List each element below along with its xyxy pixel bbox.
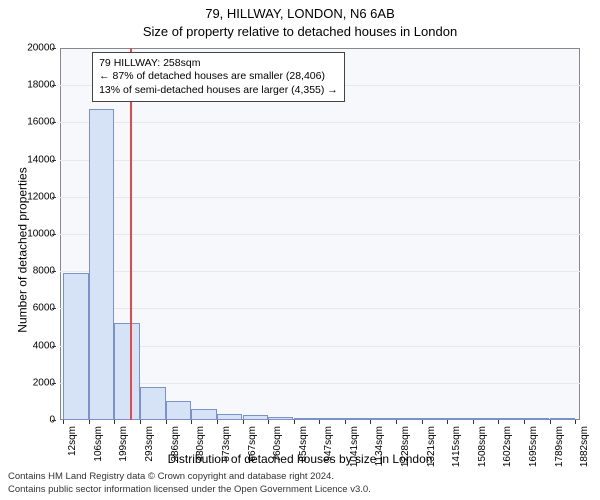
- histogram-bar: [89, 109, 114, 420]
- x-tick-mark: [114, 420, 115, 424]
- annotation-line2: ← 87% of detached houses are smaller (28…: [99, 70, 338, 83]
- histogram-bar: [191, 409, 216, 420]
- x-tick-mark: [268, 420, 269, 424]
- gridline: [60, 234, 580, 235]
- gridline: [60, 271, 580, 272]
- x-tick-mark: [294, 420, 295, 424]
- gridline: [60, 122, 580, 123]
- histogram-bar: [524, 418, 549, 420]
- x-tick-mark: [140, 420, 141, 424]
- x-tick-mark: [243, 420, 244, 424]
- footer-line2: Contains public sector information licen…: [8, 484, 371, 496]
- y-tick-mark: [52, 122, 56, 123]
- y-tick-mark: [52, 160, 56, 161]
- x-tick-mark: [89, 420, 90, 424]
- x-tick-mark: [498, 420, 499, 424]
- annotation-line1: 79 HILLWAY: 258sqm: [99, 57, 338, 70]
- histogram-bar: [498, 418, 523, 420]
- histogram-bar: [243, 415, 268, 420]
- x-tick-mark: [524, 420, 525, 424]
- gridline: [60, 308, 580, 309]
- histogram-bar: [550, 418, 575, 420]
- annotation-box: 79 HILLWAY: 258sqm ← 87% of detached hou…: [92, 52, 345, 101]
- histogram-bar: [473, 418, 498, 420]
- histogram-bar: [396, 418, 421, 420]
- y-tick-mark: [52, 271, 56, 272]
- footer-line1: Contains HM Land Registry data © Crown c…: [8, 471, 371, 483]
- histogram-bar: [268, 417, 293, 420]
- histogram-bar: [294, 418, 319, 420]
- x-tick-mark: [217, 420, 218, 424]
- y-tick-mark: [52, 48, 56, 49]
- histogram-bar: [447, 418, 472, 420]
- histogram-bar: [345, 418, 370, 420]
- x-tick-mark: [370, 420, 371, 424]
- gridline: [60, 160, 580, 161]
- histogram-bar: [63, 273, 88, 420]
- x-tick-mark: [575, 420, 576, 424]
- x-tick-mark: [63, 420, 64, 424]
- histogram-bar: [217, 414, 242, 421]
- histogram-bar: [114, 323, 139, 420]
- y-tick-mark: [52, 85, 56, 86]
- chart-title-description: Size of property relative to detached ho…: [0, 24, 600, 39]
- x-tick-mark: [550, 420, 551, 424]
- y-tick-mark: [52, 197, 56, 198]
- annotation-line3: 13% of semi-detached houses are larger (…: [99, 84, 338, 97]
- x-tick-mark: [345, 420, 346, 424]
- y-tick-mark: [52, 383, 56, 384]
- reference-line: [130, 48, 132, 420]
- x-tick-mark: [166, 420, 167, 424]
- x-tick-mark: [396, 420, 397, 424]
- y-tick-mark: [52, 234, 56, 235]
- y-tick-mark: [52, 346, 56, 347]
- x-tick-mark: [191, 420, 192, 424]
- chart-plot-area: 79 HILLWAY: 258sqm ← 87% of detached hou…: [60, 48, 580, 420]
- y-tick-mark: [52, 420, 56, 421]
- x-tick-mark: [422, 420, 423, 424]
- histogram-bar: [422, 418, 447, 420]
- histogram-bar: [370, 418, 395, 420]
- x-tick-mark: [447, 420, 448, 424]
- footer-attribution: Contains HM Land Registry data © Crown c…: [8, 471, 371, 496]
- chart-title-address: 79, HILLWAY, LONDON, N6 6AB: [0, 6, 600, 21]
- x-tick-mark: [473, 420, 474, 424]
- histogram-bar: [140, 387, 165, 420]
- x-axis-label: Distribution of detached houses by size …: [0, 452, 600, 466]
- x-tick-mark: [319, 420, 320, 424]
- histogram-bar: [166, 401, 191, 420]
- y-tick-mark: [52, 308, 56, 309]
- histogram-bar: [319, 418, 344, 420]
- gridline: [60, 197, 580, 198]
